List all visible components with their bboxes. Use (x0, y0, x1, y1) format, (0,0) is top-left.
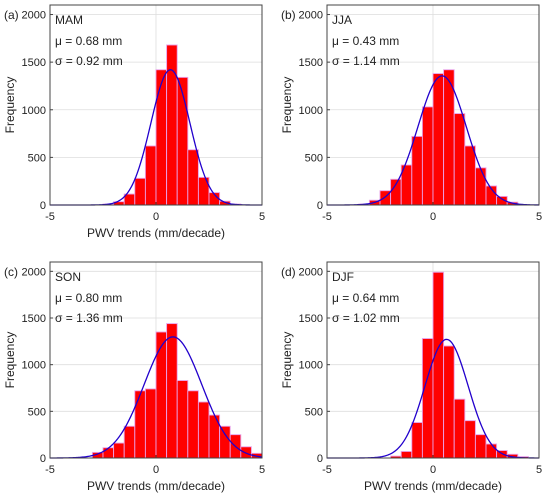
histogram-bar (123, 425, 136, 459)
histogram-bar (166, 44, 178, 206)
histogram-bar (421, 338, 434, 459)
normal-fit-curve (49, 336, 263, 459)
x-axis-label: PWV trends (mm/decade) (87, 226, 225, 240)
histogram-bar (421, 106, 434, 206)
x-tick-label: 5 (259, 211, 265, 223)
season-label: MAM (55, 13, 83, 27)
x-tick-label: -5 (45, 464, 55, 476)
y-tick-label: 500 (305, 406, 323, 418)
histogram-bar (134, 177, 146, 206)
y-tick-label: 1500 (22, 313, 46, 325)
y-axis-label: Frequency (3, 332, 17, 389)
panel-label: (c) (4, 265, 18, 279)
y-tick-label: 1500 (22, 57, 46, 69)
histogram-bar (219, 425, 231, 459)
x-tick-label: 5 (259, 464, 265, 476)
panel-label: (d) (281, 265, 296, 279)
x-tick-label: 5 (536, 211, 542, 223)
y-tick-label: 500 (28, 152, 46, 164)
season-label: JJA (332, 13, 352, 27)
x-axis-label: PWV trends (mm/decade) (364, 479, 502, 493)
histogram-bar (485, 443, 498, 459)
histogram-bar (464, 145, 476, 206)
y-tick-label: 2000 (22, 10, 46, 22)
histogram-bar (443, 69, 455, 206)
y-tick-label: 1000 (22, 105, 46, 117)
histogram-bar (411, 135, 423, 206)
std-annotation: σ = 0.92 mm (55, 54, 123, 68)
histogram-bar (432, 271, 445, 459)
histogram-bar (155, 69, 168, 206)
histogram-bar (187, 149, 199, 206)
mean-annotation: μ = 0.80 mm (55, 291, 122, 305)
y-tick-label: 0 (317, 200, 323, 212)
histogram-bar (443, 345, 455, 459)
histogram-bar (474, 167, 487, 206)
x-tick-label: -5 (322, 211, 332, 223)
histogram-bar (197, 401, 210, 459)
histogram-bar (464, 420, 476, 459)
y-tick-label: 2000 (299, 266, 323, 278)
y-tick-label: 2000 (299, 10, 323, 22)
x-axis-label: PWV trends (mm/decade) (87, 479, 225, 493)
histogram-bar (134, 390, 146, 459)
y-axis-label: Frequency (280, 332, 294, 389)
histogram-bar (453, 398, 466, 459)
x-tick-label: 0 (430, 211, 436, 223)
y-tick-label: 0 (317, 453, 323, 465)
y-tick-label: 1500 (299, 57, 323, 69)
histogram-bar (166, 323, 178, 459)
y-axis-label: Frequency (280, 77, 294, 134)
std-annotation: σ = 1.14 mm (332, 54, 400, 68)
histogram-bar (102, 447, 115, 459)
y-tick-label: 2000 (22, 266, 46, 278)
std-annotation: σ = 1.02 mm (332, 311, 400, 325)
histogram-bar (240, 446, 252, 459)
x-tick-label: 0 (430, 464, 436, 476)
panel-label: (a) (4, 8, 19, 22)
histogram-bar (474, 434, 487, 459)
histogram-bar (144, 388, 157, 459)
y-tick-label: 0 (40, 453, 46, 465)
mean-annotation: μ = 0.43 mm (332, 34, 399, 48)
histogram-bar (187, 390, 199, 459)
histogram-bar (113, 442, 125, 459)
x-tick-label: 5 (536, 464, 542, 476)
y-tick-label: 1500 (299, 313, 323, 325)
histogram-bar (400, 451, 413, 459)
y-tick-label: 1000 (299, 105, 323, 117)
y-tick-label: 1000 (299, 360, 323, 372)
x-tick-label: 0 (153, 211, 159, 223)
x-tick-label: -5 (322, 464, 332, 476)
histogram-bar (155, 331, 168, 459)
histogram-bar (432, 73, 445, 206)
histogram-bar (411, 422, 423, 459)
y-tick-label: 0 (40, 200, 46, 212)
x-tick-label: 0 (153, 464, 159, 476)
mean-annotation: μ = 0.68 mm (55, 34, 122, 48)
season-label: SON (55, 270, 81, 284)
y-tick-label: 500 (28, 406, 46, 418)
y-axis-label: Frequency (3, 77, 17, 134)
x-tick-label: -5 (45, 211, 55, 223)
mean-annotation: μ = 0.64 mm (332, 291, 399, 305)
histogram-bar (144, 145, 157, 206)
histogram-bar (176, 380, 189, 459)
std-annotation: σ = 1.36 mm (55, 311, 123, 325)
y-tick-label: 500 (305, 152, 323, 164)
season-label: DJF (332, 270, 354, 284)
y-tick-label: 1000 (22, 360, 46, 372)
panel-label: (b) (281, 8, 296, 22)
histogram-bar (453, 113, 466, 206)
normal-fit-curve (327, 75, 540, 206)
histogram-bar (176, 76, 189, 206)
